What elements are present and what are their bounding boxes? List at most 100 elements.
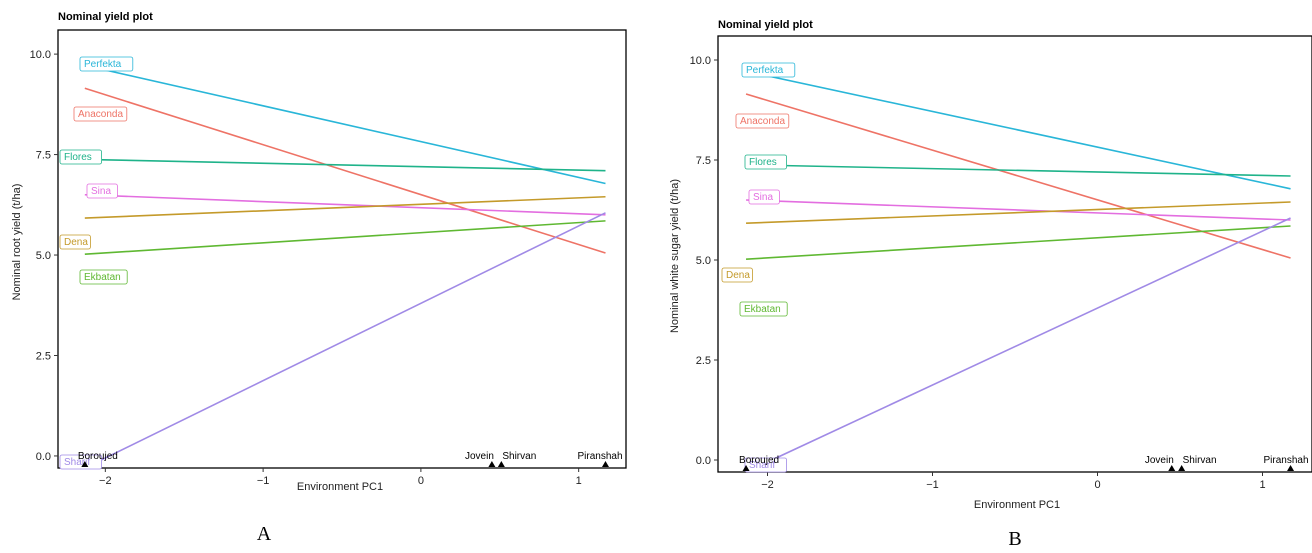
series-line-sina [84, 193, 606, 216]
series-line-sina [746, 199, 1291, 221]
genotype-label-ekbatan: Ekbatan [79, 269, 128, 285]
series-line-flores [746, 164, 1291, 177]
genotype-label-box [79, 269, 128, 285]
env-marker-shirvan [497, 461, 505, 467]
x-tick-label: 1 [576, 475, 582, 487]
y-tick-label: 7.5 [36, 150, 51, 162]
genotype-label-text: Sharif [64, 457, 90, 468]
x-tick-label: −1 [257, 475, 270, 487]
genotype-label-text: Ekbatan [744, 304, 781, 315]
genotype-label-dena: Dena [59, 234, 91, 250]
series-line-dena [746, 201, 1291, 224]
genotype-label-perfekta: Perfekta [79, 56, 134, 72]
env-label-boroujed: Boroujed [78, 451, 118, 462]
y-axis-label: Nominal white sugar yield (t/ha) [669, 179, 681, 333]
genotype-label-text: Flores [749, 157, 777, 168]
chart-title: Nominal yield plot [718, 19, 813, 31]
genotype-label-text: Ekbatan [84, 272, 121, 283]
x-tick-label: −1 [926, 479, 939, 491]
panel-letter: B [1008, 528, 1021, 548]
series-line-sharif [84, 212, 606, 468]
series-line-sharif [745, 217, 1291, 472]
env-label-shirvan: Shirvan [502, 451, 536, 462]
x-tick-label: −2 [761, 479, 774, 491]
y-tick-label: 5.0 [36, 250, 51, 262]
genotype-label-box [741, 62, 796, 78]
genotype-label-anaconda: Anaconda [735, 113, 790, 129]
y-tick-label: 2.5 [696, 355, 711, 367]
env-label-piranshah: Piranshah [577, 451, 622, 462]
env-marker-shirvan [1178, 465, 1186, 471]
y-tick-label: 2.5 [36, 350, 51, 362]
y-axis-label: Nominal root yield (t/ha) [11, 184, 23, 301]
env-marker-boroujed [81, 461, 89, 467]
chart-title: Nominal yield plot [58, 11, 153, 23]
y-tick-label: 5.0 [696, 255, 711, 267]
genotype-label-box [59, 149, 102, 165]
env-marker-boroujed [742, 465, 750, 471]
x-tick-label: 0 [418, 475, 424, 487]
genotype-label-text: Flores [64, 152, 92, 163]
genotype-label-sharif: Sharif [744, 457, 787, 473]
genotype-label-box [739, 301, 788, 317]
series-line-dena [84, 195, 606, 219]
y-tick-label: 0.0 [36, 451, 51, 463]
panel-b: Nominal yield plot 0.0 2.5 5.0 7.5 10.0 −2 −1 0 1… [669, 19, 1312, 550]
series-line-anaconda [745, 93, 1291, 259]
genotype-label-ekbatan: Ekbatan [739, 301, 788, 317]
genotype-label-box [721, 267, 753, 283]
x-tick-label: 1 [1259, 479, 1265, 491]
genotype-label-box [79, 56, 134, 72]
genotype-label-sharif: Sharif [59, 454, 102, 470]
series-line-flores [84, 158, 606, 172]
env-marker-piranshah [601, 461, 609, 467]
genotype-label-text: Anaconda [740, 116, 785, 127]
plot-frame [717, 35, 1312, 473]
series-line-perfekta [84, 64, 606, 185]
x-tick-label: −2 [99, 475, 112, 487]
genotype-label-box [748, 189, 780, 205]
series-line-ekbatan [84, 220, 606, 256]
y-tick-label: 10.0 [690, 55, 711, 67]
genotype-label-text: Dena [64, 237, 88, 248]
x-axis-label: Environment PC1 [974, 499, 1060, 511]
genotype-label-anaconda: Anaconda [73, 106, 128, 122]
env-marker-jovein [488, 461, 496, 467]
genotype-label-box [59, 454, 102, 470]
genotype-label-text: Dena [726, 270, 750, 281]
series-line-anaconda [84, 87, 606, 254]
genotype-label-text: Sina [91, 186, 111, 197]
y-tick-label: 0.0 [696, 455, 711, 467]
env-marker-piranshah [1287, 465, 1295, 471]
genotype-label-box [73, 106, 128, 122]
panel-letter: A [257, 523, 272, 545]
x-tick-label: 0 [1094, 479, 1100, 491]
genotype-label-box [59, 234, 91, 250]
panel-a: Nominal yield plot 0.0 2.5 5.0 7.5 10.0 −2 −1 0 1… [11, 11, 627, 545]
genotype-label-box [735, 113, 790, 129]
series-line-ekbatan [746, 225, 1291, 260]
y-tick-label: 7.5 [696, 155, 711, 167]
genotype-label-box [86, 183, 118, 199]
genotype-label-text: Anaconda [78, 109, 123, 120]
env-label-jovein: Jovein [465, 451, 494, 462]
genotype-label-text: Perfekta [746, 65, 784, 76]
y-tick-label: 10.0 [30, 49, 51, 61]
series-line-perfekta [745, 70, 1291, 190]
env-label-piranshah: Piranshah [1263, 455, 1308, 466]
genotype-label-sina: Sina [86, 183, 118, 199]
genotype-label-flores: Flores [59, 149, 102, 165]
genotype-label-flores: Flores [744, 154, 787, 170]
env-marker-jovein [1168, 465, 1176, 471]
genotype-label-perfekta: Perfekta [741, 62, 796, 78]
genotype-label-box [744, 154, 787, 170]
genotype-label-text: Sharif [749, 460, 775, 471]
env-label-boroujed: Boroujed [739, 455, 779, 466]
plot-frame [57, 29, 627, 469]
genotype-label-text: Perfekta [84, 59, 122, 70]
env-label-jovein: Jovein [1145, 455, 1174, 466]
genotype-label-dena: Dena [721, 267, 753, 283]
env-label-shirvan: Shirvan [1183, 455, 1217, 466]
